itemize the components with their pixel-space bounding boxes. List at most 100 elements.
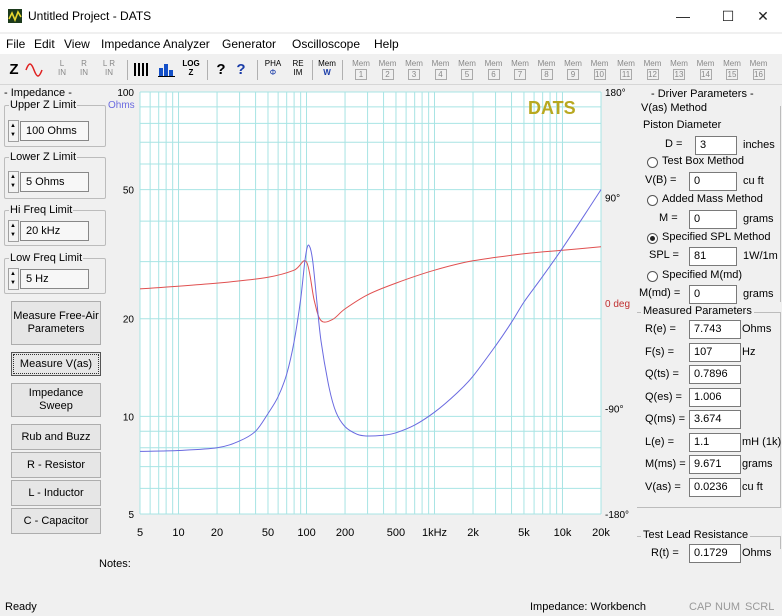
upper-z-group: Upper Z Limit ▲ ▼ 100 Ohms [4,99,106,147]
low-freq-spinner[interactable]: ▲ ▼ [8,268,19,290]
spl-method-radio[interactable] [647,233,658,244]
measure-vas-button[interactable]: Measure V(as) [11,352,101,376]
vb-input[interactable]: 0 [689,172,737,191]
rub-and-buzz-button[interactable]: Rub and Buzz [11,424,101,450]
spin-down-icon[interactable]: ▼ [10,280,16,286]
measured-unit: cu ft [742,480,763,493]
memory-slot-2-button[interactable]: Mem 2 [377,59,399,81]
memory-slot-16-button[interactable]: Mem 16 [748,59,770,81]
spin-up-icon[interactable]: ▲ [10,174,16,180]
memory-slot-3-button[interactable]: Mem 3 [403,59,425,81]
memory-slot-1-button[interactable]: Mem 1 [350,59,372,81]
spin-down-icon[interactable]: ▼ [10,232,16,238]
menu-generator[interactable]: Generator [222,37,277,51]
menu-impedance-analyzer[interactable]: Impedance Analyzer [101,37,210,51]
mem-w-button[interactable]: Mem W [316,59,338,81]
ohms-axis-title: Ohms [108,100,135,111]
mmd-method-radio[interactable] [647,271,658,282]
spl-input[interactable]: 81 [689,247,737,266]
spin-down-icon[interactable]: ▼ [10,183,16,189]
menu-help[interactable]: Help [374,37,399,51]
hi-freq-spinner[interactable]: ▲ ▼ [8,220,19,242]
hi-freq-value[interactable]: 20 kHz [20,221,89,241]
measured-label: Q(es) = [645,390,682,403]
help-button[interactable]: ? [216,61,226,78]
bars-icon [134,63,148,76]
memory-slot-number: 11 [620,69,632,80]
memory-slot-label: Mem [378,59,397,68]
impedance-chart[interactable]: 100 50 20 10 5 180° 90° 0 deg -90° -180° 5 10 20 50… [106,86,636,548]
measure-free-air-button[interactable]: Measure Free-Air Parameters [11,301,101,345]
memory-slot-10-button[interactable]: Mem 10 [589,59,611,81]
vas-method-group [637,106,781,302]
rt-value: 0.1729 [689,544,741,563]
m-input[interactable]: 0 [689,210,737,229]
memory-slot-4-button[interactable]: Mem 4 [430,59,452,81]
impedance-sweep-button[interactable]: Impedance Sweep [11,383,101,417]
re-top: RE [292,59,304,68]
maximize-button[interactable]: ☐ [721,8,735,24]
toolbar-separator [342,60,343,80]
x-tick-label: 20k [592,527,610,539]
memory-slot-15-button[interactable]: Mem 15 [721,59,743,81]
impedance-z-button[interactable]: Z [9,61,19,78]
measured-value: 107 [689,342,741,362]
memory-slot-6-button[interactable]: Mem 6 [483,59,505,81]
upper-z-value[interactable]: 100 Ohms [20,121,89,141]
test-box-radio[interactable] [647,157,658,168]
memory-slot-8-button[interactable]: Mem 8 [536,59,558,81]
mmd-input[interactable]: 0 [689,285,737,304]
spin-up-icon[interactable]: ▲ [10,271,16,277]
inductor-button[interactable]: L - Inductor [11,480,101,506]
context-help-button[interactable]: ? [236,61,246,78]
lr-in-button[interactable]: L R IN [98,59,120,81]
notes-label: Notes: [99,558,131,570]
added-mass-radio[interactable] [647,195,658,206]
memory-slot-14-button[interactable]: Mem 14 [695,59,717,81]
app-icon [8,9,22,23]
resistor-button[interactable]: R - Resistor [11,452,101,478]
menu-file[interactable]: File [6,37,26,51]
lead-resistance-title: Test Lead Resistance [641,529,751,541]
phase-series-line [139,246,602,323]
lower-z-spinner[interactable]: ▲ ▼ [8,171,19,193]
close-button[interactable]: ✕ [757,8,769,24]
left-in-button[interactable]: L IN [54,59,70,81]
hi-freq-group: Hi Freq Limit ▲ ▼ 20 kHz [4,204,106,246]
bars-button[interactable] [132,59,152,81]
right-in-button[interactable]: R IN [76,59,92,81]
spin-down-icon[interactable]: ▼ [10,132,16,138]
memory-slot-5-button[interactable]: Mem 5 [456,59,478,81]
lower-z-value[interactable]: 5 Ohms [20,172,89,192]
memory-slot-9-button[interactable]: Mem 9 [562,59,584,81]
menu-edit[interactable]: Edit [34,37,55,51]
memory-slot-number: 14 [699,69,712,80]
memory-slot-7-button[interactable]: Mem 7 [509,59,531,81]
re-im-button[interactable]: RE IM [288,59,308,81]
diameter-input[interactable]: 3 [695,136,737,155]
wave-button[interactable] [24,59,44,81]
spectrum-button[interactable] [156,59,178,81]
log-bot: Z [188,68,194,77]
memory-slot-number: 5 [461,69,473,80]
memory-slot-12-button[interactable]: Mem 12 [642,59,664,81]
memory-slot-label: Mem [564,59,582,68]
menu-view[interactable]: View [64,37,90,51]
x-axis-labels: 5 10 20 50 100 200 500 1kHz 2k 5k 10k 20k [137,527,610,539]
log-z-button[interactable]: LOG Z [181,59,201,81]
memory-slot-13-button[interactable]: Mem 13 [668,59,690,81]
phase-button[interactable]: PHA Φ [263,59,283,81]
memory-slot-number: 9 [567,69,579,80]
upper-z-spinner[interactable]: ▲ ▼ [8,120,19,142]
spin-up-icon[interactable]: ▲ [10,223,16,229]
driver-parameters-panel: - Driver Parameters - V(as) Method Pisto… [637,86,782,563]
menu-oscilloscope[interactable]: Oscilloscope [292,37,361,51]
minimize-button[interactable]: — [676,8,690,24]
low-freq-value[interactable]: 5 Hz [20,269,89,289]
x-tick-label: 5 [137,527,143,539]
capacitor-button[interactable]: C - Capacitor [11,508,101,534]
notes-area[interactable]: Notes: [99,557,636,595]
rt-label: R(t) = [651,547,679,559]
spin-up-icon[interactable]: ▲ [10,123,16,129]
memory-slot-11-button[interactable]: Mem 11 [615,59,637,81]
